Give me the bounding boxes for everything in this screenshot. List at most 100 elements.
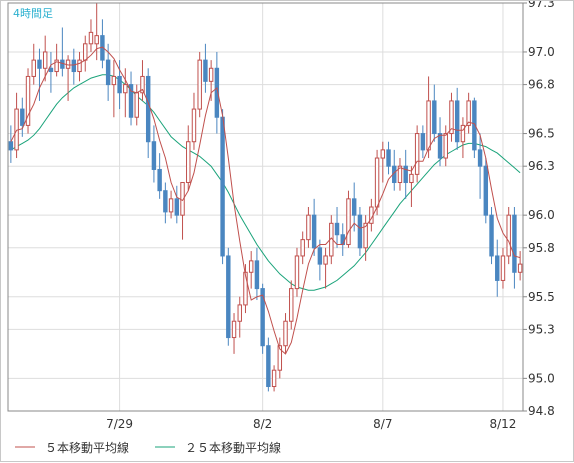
candle	[512, 207, 517, 289]
candle	[208, 60, 214, 101]
x-tick-label: 8/7	[373, 417, 392, 431]
candle	[128, 71, 134, 126]
candle	[357, 207, 363, 256]
candle	[37, 48, 42, 101]
candle	[363, 215, 368, 261]
candle	[306, 207, 311, 248]
ma5-line	[10, 46, 521, 355]
candle	[88, 19, 94, 52]
candle	[420, 125, 426, 159]
y-tick-label: 96.3	[528, 159, 555, 173]
candle	[437, 117, 443, 167]
candle	[443, 125, 448, 167]
candle	[77, 51, 82, 82]
y-tick-label: 95.0	[528, 371, 555, 385]
candle	[466, 92, 471, 134]
candle	[489, 207, 494, 265]
candle	[432, 84, 437, 142]
ma25-line	[10, 74, 521, 291]
candle	[483, 158, 489, 224]
candle	[111, 60, 117, 118]
candle	[8, 125, 14, 163]
candle	[180, 182, 185, 240]
candle	[14, 92, 19, 159]
candle	[500, 247, 506, 289]
candle	[472, 97, 477, 159]
candle	[134, 84, 139, 126]
candle	[168, 190, 174, 219]
candle	[300, 231, 305, 265]
candle	[266, 337, 271, 392]
candle	[140, 60, 145, 101]
x-tick-label: 7/29	[106, 417, 133, 431]
candle	[289, 280, 294, 330]
candle	[203, 43, 208, 93]
timeframe-caption: 4時間足	[13, 7, 53, 20]
candle	[506, 207, 511, 265]
candle	[414, 125, 420, 183]
candle	[346, 190, 351, 248]
candle	[226, 247, 231, 346]
candle	[71, 48, 77, 85]
x-tick-label: 8/12	[489, 417, 516, 431]
candle	[317, 239, 323, 281]
candle	[157, 153, 162, 199]
candle	[20, 97, 25, 137]
y-tick-label: 95.8	[528, 241, 555, 255]
candle	[323, 247, 328, 289]
candle	[214, 51, 220, 134]
candle	[243, 264, 248, 314]
candle	[186, 125, 191, 191]
candle	[197, 51, 202, 118]
candle	[237, 296, 242, 338]
y-tick-label: 97.3	[528, 1, 555, 10]
candle	[163, 182, 168, 224]
x-tick-label: 8/2	[253, 417, 272, 431]
candles	[8, 3, 523, 392]
legend-label-ma25: ２５本移動平均線	[185, 440, 281, 455]
plot-border	[7, 2, 524, 412]
y-tick-label: 95.3	[528, 322, 555, 336]
candle	[48, 51, 54, 93]
candle	[495, 239, 500, 297]
candle	[83, 35, 88, 72]
y-tick-label: 96.8	[528, 78, 555, 92]
y-tick-label: 96.0	[528, 208, 555, 222]
candle	[271, 365, 277, 392]
legend: ５本移動平均線 ２５本移動平均線	[15, 440, 281, 455]
candle	[145, 68, 151, 159]
candle	[31, 43, 36, 85]
y-tick-label: 96.5	[528, 127, 555, 141]
y-tick-label: 94.8	[528, 404, 555, 418]
candle	[477, 133, 483, 199]
legend-label-ma5: ５本移動平均線	[45, 440, 129, 455]
candle	[100, 19, 105, 69]
y-tick-label: 97.0	[528, 45, 555, 59]
candle	[403, 149, 408, 199]
candle	[174, 185, 180, 224]
candle	[386, 141, 391, 175]
candle	[42, 35, 48, 82]
candle	[517, 251, 523, 281]
candle	[311, 198, 317, 256]
candle	[191, 92, 197, 150]
candle	[220, 109, 225, 265]
y-tick-label: 95.5	[528, 290, 555, 304]
candle	[123, 68, 128, 118]
candle	[260, 283, 265, 354]
axes: 97.3 97.0 96.8 96.5 96.3 96.0 95.8 95.5 95.3 95.0…	[7, 1, 555, 431]
candle	[254, 247, 260, 301]
candle	[94, 3, 99, 61]
candle	[294, 247, 300, 297]
candle	[409, 166, 414, 207]
candle	[277, 337, 283, 379]
ma5-layer	[10, 46, 521, 355]
candle	[426, 76, 431, 159]
ma25-layer	[10, 74, 521, 291]
candle	[397, 158, 403, 191]
candle	[392, 149, 397, 191]
candle	[105, 43, 111, 101]
candle	[454, 87, 460, 150]
candle	[340, 223, 345, 256]
